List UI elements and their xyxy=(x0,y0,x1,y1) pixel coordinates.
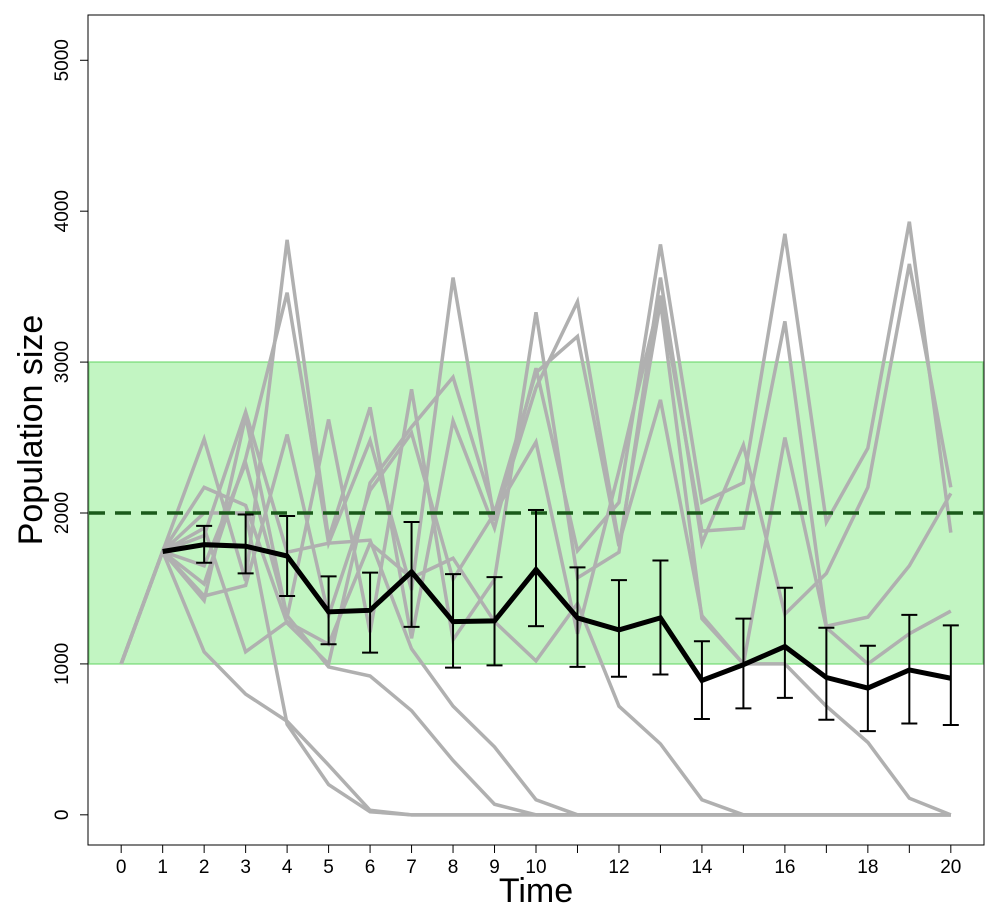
x-tick-label: 6 xyxy=(365,857,376,878)
x-axis-title: Time xyxy=(499,872,573,910)
x-tick-label: 20 xyxy=(940,857,961,878)
x-tick-label: 5 xyxy=(323,857,334,878)
x-tick-label: 14 xyxy=(691,857,713,878)
mean-line-layer xyxy=(162,542,952,691)
simulation-lines xyxy=(119,221,953,817)
simulation-line-3 xyxy=(119,295,953,668)
x-tick-label: 18 xyxy=(857,857,878,878)
simulation-line-2 xyxy=(119,263,953,665)
x-tick-label: 12 xyxy=(608,857,629,878)
y-axis: 0 1000 2000 3000 4000 5000 xyxy=(52,39,88,820)
simulation-line-5 xyxy=(119,301,952,817)
x-tick-label: 4 xyxy=(282,857,293,878)
x-tick-label: 3 xyxy=(240,857,251,878)
y-tick-label: 2000 xyxy=(52,492,73,534)
simulation-line-4 xyxy=(119,277,952,668)
y-axis-title: Population size xyxy=(12,315,50,546)
y-tick-label: 5000 xyxy=(52,39,73,81)
x-tick-label: 8 xyxy=(448,857,459,878)
x-tick-label: 0 xyxy=(116,857,127,878)
error-bar-20 xyxy=(942,624,959,727)
x-tick-label: 10 xyxy=(525,857,546,878)
x-axis: 0 1 2 3 4 5 6 7 8 9 10 12 14 16 18 20 xyxy=(116,845,961,878)
y-tick-label: 0 xyxy=(52,810,73,821)
x-tick-label: 2 xyxy=(199,857,210,878)
x-tick-label: 1 xyxy=(157,857,168,878)
y-tick-label: 3000 xyxy=(52,341,73,383)
y-tick-label: 4000 xyxy=(52,190,73,232)
simulation-line-1 xyxy=(119,221,953,665)
error-bar-16 xyxy=(776,586,793,699)
error-bar-17 xyxy=(818,626,835,721)
y-tick-label: 1000 xyxy=(52,643,73,685)
x-tick-label: 7 xyxy=(406,857,417,878)
x-tick-label: 9 xyxy=(489,857,500,878)
x-tick-label: 16 xyxy=(774,857,795,878)
mean-line xyxy=(162,542,952,691)
simulation-line-10 xyxy=(119,525,951,817)
